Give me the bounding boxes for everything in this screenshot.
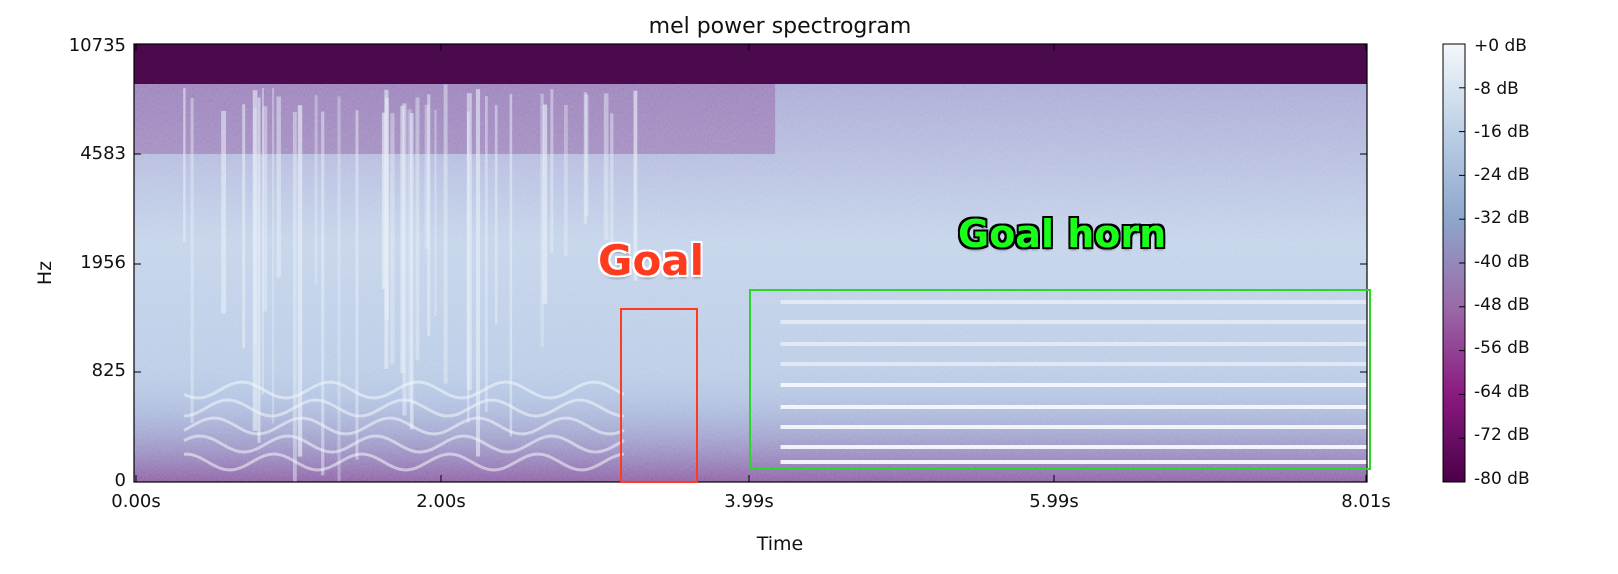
goal-annotation-box — [620, 308, 698, 483]
colorbar-tick-label: -48 dB — [1474, 295, 1530, 315]
goal-horn-annotation-label: Goal horn — [958, 212, 1167, 256]
x-tick-label: 0.00s — [111, 491, 161, 512]
y-tick-label: 4583 — [80, 143, 126, 164]
y-tick-label: 825 — [91, 360, 126, 381]
goal-horn-annotation-box — [749, 289, 1371, 470]
goal-annotation-label: Goal — [598, 236, 705, 285]
x-axis-label: Time — [756, 533, 804, 555]
x-tick-label: 5.99s — [1029, 491, 1079, 512]
colorbar-tick-label: -8 dB — [1474, 79, 1519, 99]
y-tick-label: 0 — [114, 470, 126, 491]
colorbar-tick-label: -24 dB — [1474, 165, 1530, 185]
colorbar-tick-label: -40 dB — [1474, 252, 1530, 272]
y-tick-label: 1956 — [80, 252, 126, 273]
colorbar-tick-label: -56 dB — [1474, 338, 1530, 358]
x-tick-label: 3.99s — [724, 491, 774, 512]
colorbar-tick-label: +0 dB — [1474, 36, 1527, 56]
top-silent-band — [134, 44, 1367, 84]
colorbar-tick-label: -80 dB — [1474, 469, 1530, 489]
plot-frame — [133, 43, 1368, 483]
y-tick-label: 10735 — [68, 35, 126, 56]
chart-title: mel power spectrogram — [648, 14, 912, 39]
colorbar-tick-label: -16 dB — [1474, 122, 1530, 142]
x-tick-label: 2.00s — [416, 491, 466, 512]
x-tick-label: 8.01s — [1341, 491, 1391, 512]
colorbar-tick-label: -32 dB — [1474, 208, 1530, 228]
colorbar-tick-label: -64 dB — [1474, 382, 1530, 402]
colorbar-tick-label: -72 dB — [1474, 425, 1530, 445]
